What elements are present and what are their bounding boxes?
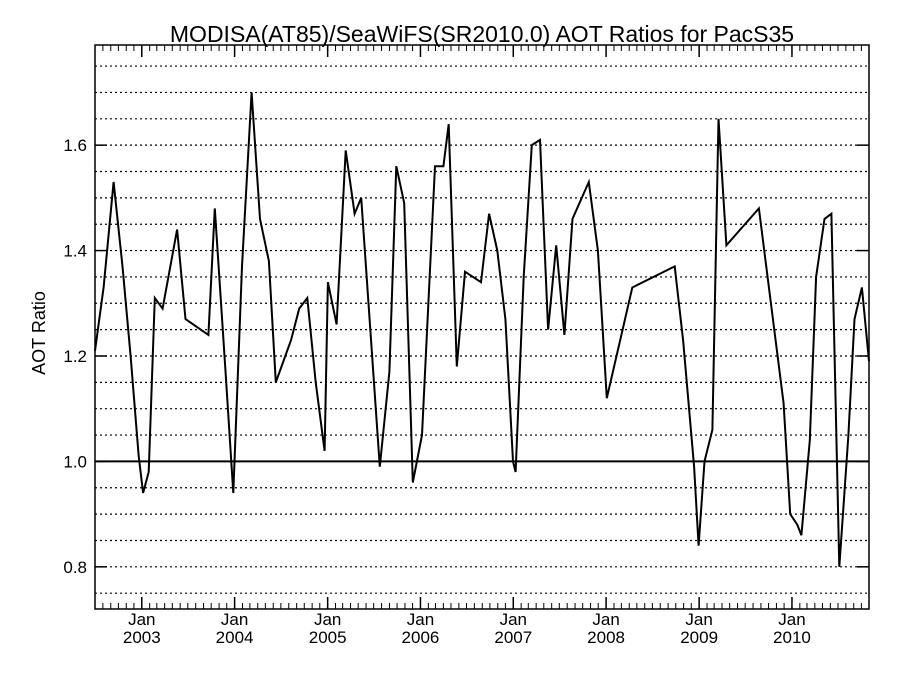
- y-tick-label: 0.8: [63, 558, 87, 577]
- plot-frame: [94, 44, 870, 610]
- x-tick-year-label: 2010: [773, 628, 811, 647]
- y-tick-label: 1.4: [63, 242, 87, 261]
- y-tick-label: 1.6: [63, 136, 87, 155]
- x-tick-month-label: Jan: [592, 610, 619, 629]
- x-tick-year-label: 2007: [494, 628, 532, 647]
- x-tick-month-label: Jan: [685, 610, 712, 629]
- x-tick-month-label: Jan: [407, 610, 434, 629]
- y-axis-label: AOT Ratio: [29, 291, 49, 375]
- x-tick-year-label: 2006: [402, 628, 440, 647]
- x-tick-month-label: Jan: [500, 610, 527, 629]
- x-tick-year-label: 2008: [587, 628, 625, 647]
- x-tick-month-label: Jan: [314, 610, 341, 629]
- x-tick-month-label: Jan: [128, 610, 155, 629]
- x-tick-year-label: 2005: [309, 628, 347, 647]
- chart-title: MODISA(AT85)/SeaWiFS(SR2010.0) AOT Ratio…: [170, 21, 794, 47]
- x-tick-year-label: 2004: [216, 628, 254, 647]
- x-tick-month-label: Jan: [221, 610, 248, 629]
- y-tick-label: 1.2: [63, 347, 87, 366]
- y-axis: 0.8 1.0 1.2 1.4 1.6: [63, 136, 869, 577]
- x-tick-month-label: Jan: [778, 610, 805, 629]
- gridlines: [95, 65, 869, 594]
- series-line-0: [94, 92, 870, 567]
- plot-frame-group: [94, 44, 870, 610]
- x-axis: Jan2003Jan2004Jan2005Jan2006Jan2007Jan20…: [102, 45, 862, 647]
- y-tick-label: 1.0: [63, 452, 87, 471]
- series-group: [94, 92, 870, 567]
- x-tick-year-label: 2009: [680, 628, 718, 647]
- x-tick-year-label: 2003: [123, 628, 161, 647]
